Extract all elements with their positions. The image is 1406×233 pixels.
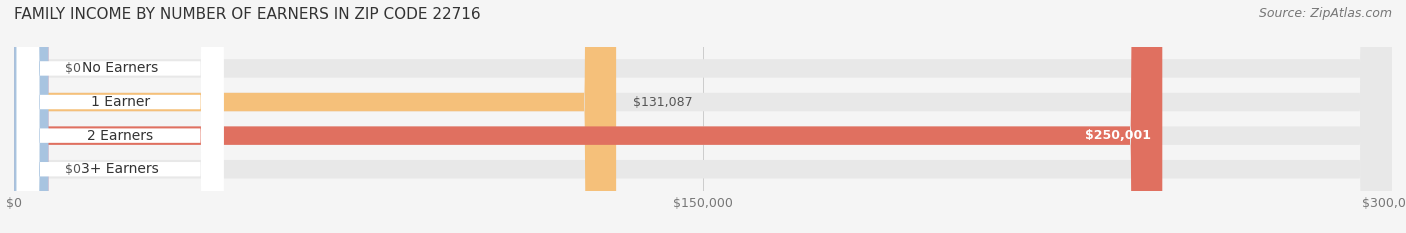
FancyBboxPatch shape bbox=[14, 0, 616, 233]
Text: FAMILY INCOME BY NUMBER OF EARNERS IN ZIP CODE 22716: FAMILY INCOME BY NUMBER OF EARNERS IN ZI… bbox=[14, 7, 481, 22]
FancyBboxPatch shape bbox=[17, 0, 224, 233]
Text: Source: ZipAtlas.com: Source: ZipAtlas.com bbox=[1258, 7, 1392, 20]
FancyBboxPatch shape bbox=[14, 0, 48, 233]
FancyBboxPatch shape bbox=[17, 0, 224, 233]
Text: $131,087: $131,087 bbox=[633, 96, 692, 109]
FancyBboxPatch shape bbox=[14, 0, 1392, 233]
Text: No Earners: No Earners bbox=[82, 62, 159, 75]
FancyBboxPatch shape bbox=[17, 0, 224, 233]
Text: $250,001: $250,001 bbox=[1085, 129, 1152, 142]
Text: 1 Earner: 1 Earner bbox=[90, 95, 149, 109]
FancyBboxPatch shape bbox=[17, 0, 224, 233]
FancyBboxPatch shape bbox=[14, 0, 1392, 233]
FancyBboxPatch shape bbox=[14, 0, 1163, 233]
Text: 2 Earners: 2 Earners bbox=[87, 129, 153, 143]
FancyBboxPatch shape bbox=[14, 0, 48, 233]
Text: 3+ Earners: 3+ Earners bbox=[82, 162, 159, 176]
FancyBboxPatch shape bbox=[14, 0, 1392, 233]
Text: $0: $0 bbox=[65, 163, 82, 176]
Text: $0: $0 bbox=[65, 62, 82, 75]
FancyBboxPatch shape bbox=[14, 0, 1392, 233]
